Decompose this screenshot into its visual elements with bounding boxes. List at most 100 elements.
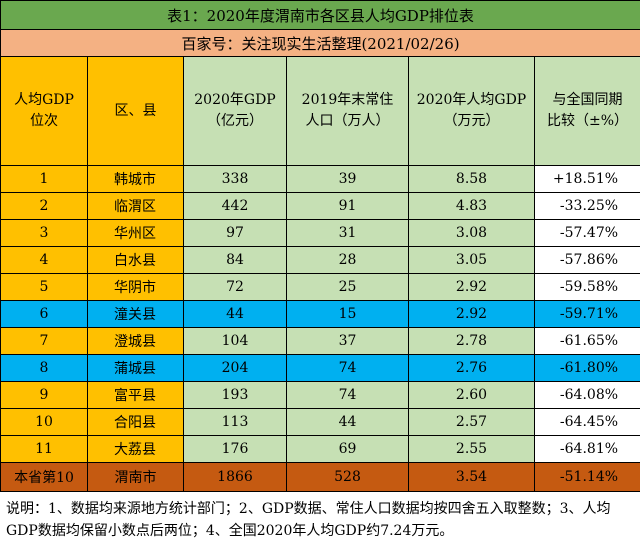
header-compare: 与全国同期比较（±%） bbox=[535, 57, 640, 166]
cell-rank: 6 bbox=[1, 301, 88, 328]
cell-gdp: 84 bbox=[184, 247, 287, 274]
cell-per-capita: 3.05 bbox=[409, 247, 535, 274]
cell-rank: 3 bbox=[1, 220, 88, 247]
cell-district: 蒲城县 bbox=[88, 355, 184, 382]
header-rank-line1: 人均GDP bbox=[14, 92, 74, 108]
table-subtitle: 百家号：关注现实生活整理(2021/02/26) bbox=[1, 30, 640, 57]
header-per-capita-line1: 2020年人均GDP bbox=[417, 92, 526, 108]
cell-compare: -61.80% bbox=[535, 355, 640, 382]
header-rank: 人均GDP 位次 bbox=[1, 57, 88, 166]
header-compare-line2: 比较（±%） bbox=[547, 113, 628, 129]
header-gdp: 2020年GDP （亿元） bbox=[184, 57, 287, 166]
cell-compare: -33.25% bbox=[535, 193, 640, 220]
cell-compare: -64.81% bbox=[535, 436, 640, 463]
cell-district: 大荔县 bbox=[88, 436, 184, 463]
cell-district: 合阳县 bbox=[88, 409, 184, 436]
cell-gdp: 97 bbox=[184, 220, 287, 247]
header-population-line2: 人口（万人） bbox=[306, 113, 390, 129]
cell-rank: 8 bbox=[1, 355, 88, 382]
cell-per-capita: 2.57 bbox=[409, 409, 535, 436]
header-district: 区、县 bbox=[88, 57, 184, 166]
cell-compare: +18.51% bbox=[535, 166, 640, 193]
header-gdp-line2: （亿元） bbox=[207, 113, 263, 129]
cell-population: 74 bbox=[287, 355, 409, 382]
ranking-table-document: 表1：2020年度渭南市各区县人均GDP排位表 百家号：关注现实生活整理(202… bbox=[0, 0, 640, 524]
cell-population: 28 bbox=[287, 247, 409, 274]
cell-district: 韩城市 bbox=[88, 166, 184, 193]
table-title: 表1：2020年度渭南市各区县人均GDP排位表 bbox=[1, 1, 640, 30]
cell-district: 临渭区 bbox=[88, 193, 184, 220]
cell-district: 富平县 bbox=[88, 382, 184, 409]
cell-district: 潼关县 bbox=[88, 301, 184, 328]
cell-population: 44 bbox=[287, 409, 409, 436]
cell-rank: 9 bbox=[1, 382, 88, 409]
total-per-capita: 3.54 bbox=[409, 463, 535, 492]
cell-per-capita: 2.55 bbox=[409, 436, 535, 463]
cell-district: 澄城县 bbox=[88, 328, 184, 355]
header-per-capita-line2: （万元） bbox=[444, 113, 500, 129]
cell-gdp: 72 bbox=[184, 274, 287, 301]
cell-rank: 1 bbox=[1, 166, 88, 193]
cell-rank: 4 bbox=[1, 247, 88, 274]
cell-gdp: 176 bbox=[184, 436, 287, 463]
gdp-ranking-table: 表1：2020年度渭南市各区县人均GDP排位表 百家号：关注现实生活整理(202… bbox=[0, 0, 640, 492]
cell-gdp: 204 bbox=[184, 355, 287, 382]
cell-district: 白水县 bbox=[88, 247, 184, 274]
footnote: 说明：1、数据均来源地方统计部门；2、GDP数据、常住人口数据均按四舍五入取整数… bbox=[0, 492, 640, 542]
cell-rank: 5 bbox=[1, 274, 88, 301]
cell-population: 69 bbox=[287, 436, 409, 463]
cell-per-capita: 3.08 bbox=[409, 220, 535, 247]
total-district: 渭南市 bbox=[88, 463, 184, 492]
cell-compare: -64.45% bbox=[535, 409, 640, 436]
cell-compare: -59.58% bbox=[535, 274, 640, 301]
cell-per-capita: 2.92 bbox=[409, 301, 535, 328]
header-per-capita: 2020年人均GDP （万元） bbox=[409, 57, 535, 166]
cell-gdp: 104 bbox=[184, 328, 287, 355]
cell-population: 15 bbox=[287, 301, 409, 328]
total-rank: 本省第10 bbox=[1, 463, 88, 492]
header-population-line1: 2019年末常住 bbox=[302, 92, 394, 108]
header-population: 2019年末常住人口（万人） bbox=[287, 57, 409, 166]
cell-rank: 7 bbox=[1, 328, 88, 355]
cell-gdp: 338 bbox=[184, 166, 287, 193]
total-population: 528 bbox=[287, 463, 409, 492]
cell-district: 华州区 bbox=[88, 220, 184, 247]
cell-compare: -57.47% bbox=[535, 220, 640, 247]
cell-rank: 10 bbox=[1, 409, 88, 436]
cell-gdp: 113 bbox=[184, 409, 287, 436]
total-compare: -51.14% bbox=[535, 463, 640, 492]
header-rank-line2: 位次 bbox=[30, 113, 58, 129]
cell-per-capita: 8.58 bbox=[409, 166, 535, 193]
header-gdp-line1: 2020年GDP bbox=[194, 92, 275, 108]
cell-district: 华阴市 bbox=[88, 274, 184, 301]
cell-population: 74 bbox=[287, 382, 409, 409]
title-row: 表1：2020年度渭南市各区县人均GDP排位表 bbox=[1, 1, 640, 30]
cell-population: 91 bbox=[287, 193, 409, 220]
cell-population: 31 bbox=[287, 220, 409, 247]
subtitle-row: 百家号：关注现实生活整理(2021/02/26) bbox=[1, 30, 640, 57]
cell-population: 37 bbox=[287, 328, 409, 355]
cell-compare: -57.86% bbox=[535, 247, 640, 274]
cell-gdp: 44 bbox=[184, 301, 287, 328]
cell-gdp: 442 bbox=[184, 193, 287, 220]
cell-population: 25 bbox=[287, 274, 409, 301]
cell-per-capita: 2.78 bbox=[409, 328, 535, 355]
cell-compare: -61.65% bbox=[535, 328, 640, 355]
cell-compare: -59.71% bbox=[535, 301, 640, 328]
cell-population: 39 bbox=[287, 166, 409, 193]
cell-rank: 11 bbox=[1, 436, 88, 463]
total-gdp: 1866 bbox=[184, 463, 287, 492]
cell-gdp: 193 bbox=[184, 382, 287, 409]
